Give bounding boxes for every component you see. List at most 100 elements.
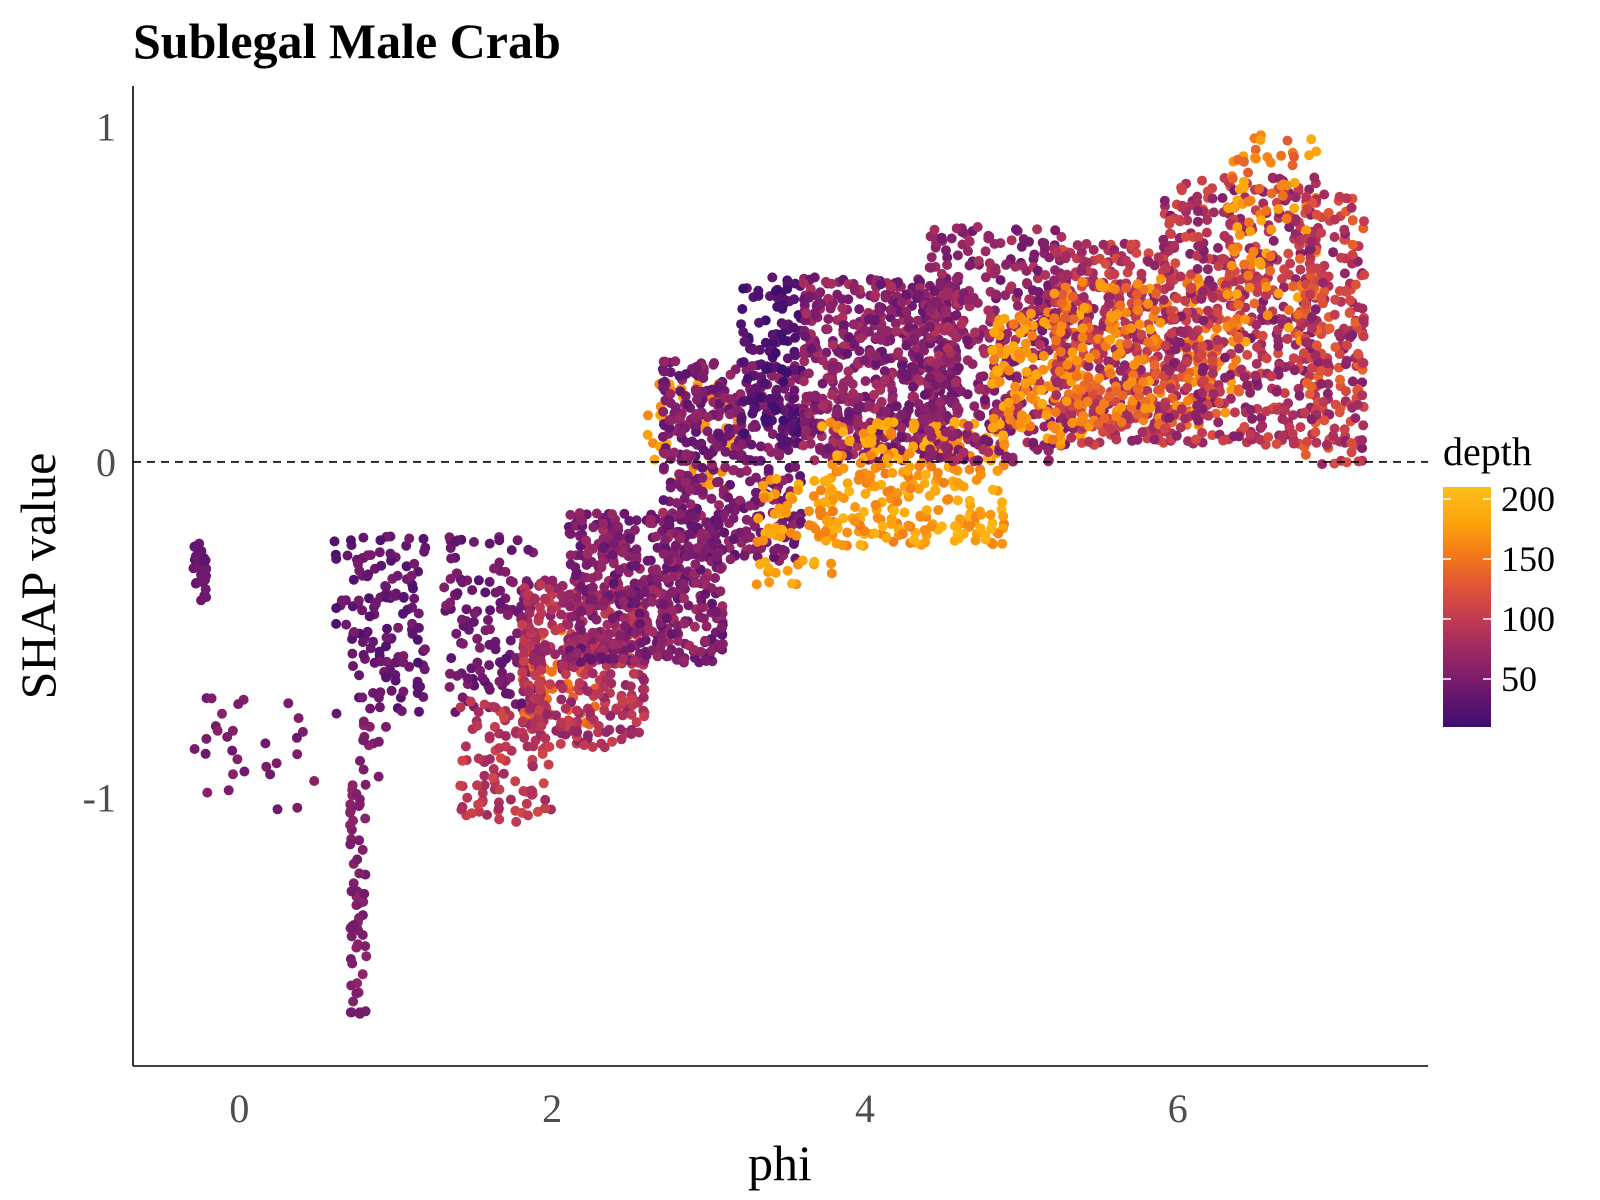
data-point <box>576 515 587 526</box>
data-point <box>876 460 886 471</box>
data-point <box>1175 271 1186 282</box>
data-point <box>842 348 853 359</box>
data-point <box>576 581 586 592</box>
data-point <box>345 820 356 830</box>
data-point <box>1358 331 1369 342</box>
data-point <box>844 486 855 497</box>
data-point <box>817 355 828 366</box>
data-point <box>1164 412 1175 423</box>
data-point <box>1192 400 1203 411</box>
data-point <box>414 706 424 717</box>
data-point <box>631 717 642 728</box>
data-point <box>480 587 491 598</box>
data-point <box>1196 349 1207 360</box>
data-point <box>642 555 653 566</box>
data-point <box>826 485 837 496</box>
data-point <box>507 577 518 588</box>
data-point <box>596 738 607 749</box>
data-point <box>775 432 786 443</box>
data-point <box>689 621 700 632</box>
data-point <box>781 367 792 378</box>
data-point <box>652 573 662 584</box>
data-point <box>587 627 598 638</box>
data-point <box>1310 427 1321 438</box>
data-point <box>691 427 701 437</box>
data-point <box>702 426 713 437</box>
data-point <box>700 589 711 600</box>
data-point <box>358 649 369 660</box>
data-point <box>626 694 637 704</box>
data-point <box>625 681 636 692</box>
data-point <box>1243 196 1254 207</box>
data-point <box>658 599 669 610</box>
data-point <box>744 500 755 511</box>
data-point <box>964 495 975 506</box>
data-point <box>1077 342 1088 353</box>
data-point <box>1150 288 1161 299</box>
data-point <box>1266 371 1277 382</box>
data-point <box>860 488 871 499</box>
data-point <box>826 278 837 289</box>
data-point <box>815 505 825 516</box>
data-point <box>1060 313 1071 323</box>
data-point <box>838 463 849 474</box>
data-point <box>587 742 598 752</box>
data-point <box>1008 319 1019 330</box>
data-point <box>777 544 788 555</box>
data-point <box>952 250 963 261</box>
data-point <box>979 394 990 405</box>
data-point <box>365 643 376 654</box>
data-point <box>1072 355 1083 366</box>
data-point <box>460 741 471 752</box>
data-point <box>1026 375 1037 386</box>
data-point <box>572 726 583 737</box>
data-point <box>565 550 576 561</box>
data-point <box>849 281 859 292</box>
data-point <box>879 366 890 377</box>
data-point <box>759 378 769 389</box>
data-point <box>1300 449 1311 460</box>
data-point <box>638 692 649 703</box>
data-point <box>362 626 373 637</box>
data-point <box>452 568 463 579</box>
data-point <box>821 515 832 526</box>
data-point <box>1081 238 1092 249</box>
data-point <box>517 716 528 727</box>
data-point <box>849 516 860 527</box>
data-point <box>1309 172 1320 183</box>
data-point <box>1192 264 1203 274</box>
data-point <box>770 522 781 533</box>
data-point <box>822 475 832 486</box>
data-point <box>778 299 789 310</box>
data-point <box>587 668 598 679</box>
data-point <box>701 656 712 666</box>
data-point <box>1207 356 1218 367</box>
data-point <box>477 673 488 684</box>
data-point <box>897 367 908 378</box>
data-point <box>564 527 575 538</box>
data-point <box>1180 231 1191 242</box>
data-point <box>506 745 517 756</box>
data-point <box>474 642 485 653</box>
data-point <box>1271 439 1282 449</box>
data-point <box>828 506 838 517</box>
data-point <box>404 533 415 544</box>
data-point <box>741 514 752 525</box>
data-point <box>373 771 384 782</box>
data-point <box>639 675 649 686</box>
data-point <box>670 540 681 551</box>
data-point <box>666 629 677 640</box>
data-point <box>635 618 645 629</box>
data-point <box>1244 282 1255 293</box>
data-point <box>832 289 843 300</box>
data-point <box>924 490 935 501</box>
data-point <box>362 550 373 561</box>
data-point <box>1171 293 1182 304</box>
data-point <box>852 441 863 452</box>
data-point <box>1288 353 1299 364</box>
data-point <box>869 528 880 539</box>
data-point <box>1015 418 1026 429</box>
data-point <box>735 527 745 538</box>
data-point <box>758 535 769 546</box>
data-point <box>1239 259 1250 270</box>
